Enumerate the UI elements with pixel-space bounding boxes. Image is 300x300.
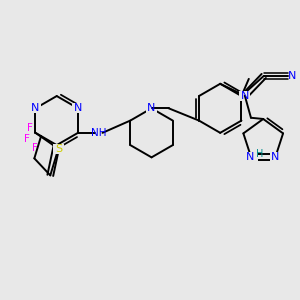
Bar — [53, 144, 64, 154]
Text: N: N — [31, 103, 40, 113]
Text: F: F — [27, 123, 33, 133]
Bar — [73, 103, 83, 113]
Text: N: N — [241, 91, 249, 101]
Text: S: S — [55, 144, 62, 154]
Bar — [146, 103, 157, 113]
Text: F: F — [32, 143, 38, 153]
Bar — [244, 152, 258, 162]
Text: F: F — [24, 134, 30, 144]
Bar — [30, 103, 41, 113]
Bar — [270, 152, 281, 162]
Text: N: N — [245, 152, 254, 162]
Text: NH: NH — [91, 128, 106, 138]
Text: N: N — [147, 103, 156, 113]
Text: N: N — [271, 152, 280, 162]
Bar — [239, 91, 250, 100]
Text: H: H — [256, 149, 263, 159]
Text: N: N — [74, 103, 82, 113]
Text: N: N — [288, 71, 296, 81]
